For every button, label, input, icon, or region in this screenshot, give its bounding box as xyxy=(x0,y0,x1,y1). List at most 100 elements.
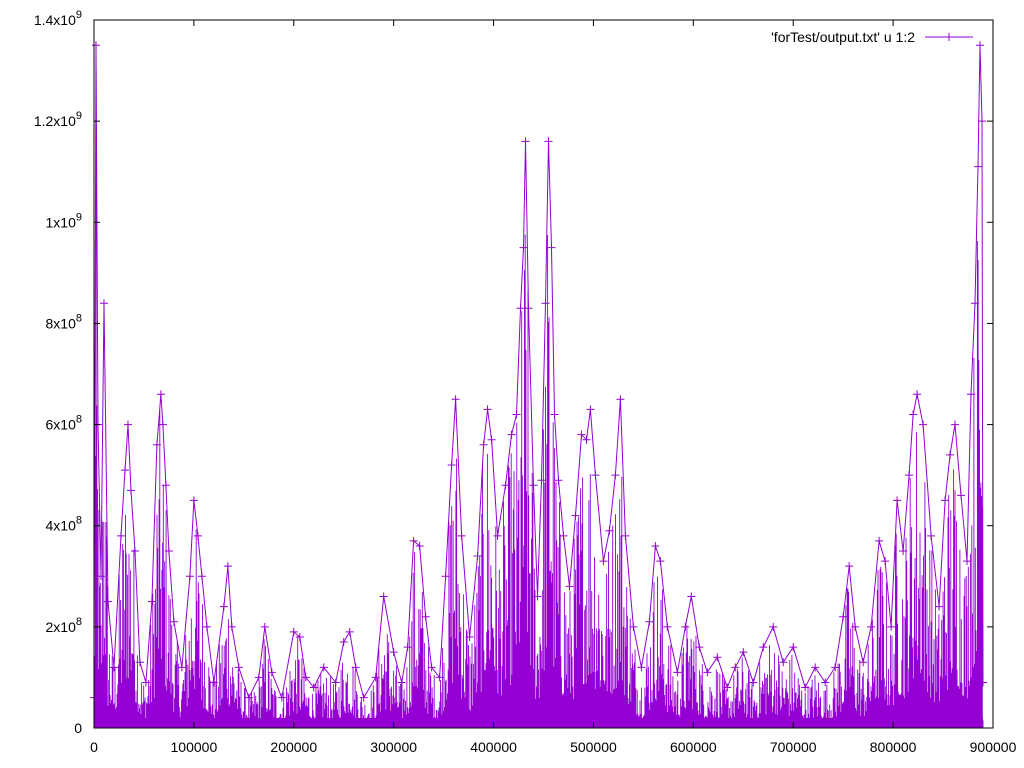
x-tick-label: 100000 xyxy=(171,739,218,755)
data-point xyxy=(681,622,690,631)
data-point xyxy=(135,658,144,667)
data-point xyxy=(202,622,211,631)
data-point xyxy=(963,557,972,566)
data-point xyxy=(739,648,748,657)
data-point xyxy=(473,552,482,561)
data-point xyxy=(309,683,318,692)
data-point xyxy=(177,663,186,672)
data-point xyxy=(554,476,563,485)
data-point xyxy=(244,693,253,702)
data-point xyxy=(979,678,988,687)
data-point xyxy=(447,461,456,470)
data-point xyxy=(457,531,466,540)
x-tick-label: 600000 xyxy=(670,739,717,755)
data-point xyxy=(493,531,502,540)
series-baseline-band xyxy=(94,718,984,728)
data-point xyxy=(483,405,492,414)
data-point xyxy=(913,390,922,399)
data-point xyxy=(867,622,876,631)
data-point xyxy=(161,481,170,490)
data-point xyxy=(769,622,778,631)
data-point xyxy=(859,658,868,667)
data-point xyxy=(599,557,608,566)
data-point xyxy=(260,622,269,631)
data-point xyxy=(821,678,830,687)
data-point xyxy=(295,632,304,641)
data-point xyxy=(905,471,914,480)
series-fill-layer xyxy=(93,68,984,728)
data-point xyxy=(451,395,460,404)
data-point xyxy=(223,562,232,571)
data-point xyxy=(147,597,156,606)
data-point xyxy=(521,137,530,146)
data-point xyxy=(951,420,960,429)
y-axis-ticks: 0 2x108 4x108 6x108 8x108 1x109 1.2x109 1.4x109 xyxy=(34,9,993,736)
series-marker-layer xyxy=(90,41,988,702)
data-point xyxy=(559,531,568,540)
data-point xyxy=(409,536,418,545)
data-point xyxy=(421,612,430,621)
data-point xyxy=(974,162,983,171)
data-point xyxy=(435,673,444,682)
data-point xyxy=(887,622,896,631)
data-point xyxy=(881,557,890,566)
data-point xyxy=(571,511,580,520)
data-point xyxy=(845,562,854,571)
series-texture xyxy=(93,68,984,728)
data-point xyxy=(811,663,820,672)
plot-frame xyxy=(93,19,994,729)
legend-plus-marker xyxy=(945,33,953,41)
data-point xyxy=(487,435,496,444)
data-point xyxy=(103,597,112,606)
data-point xyxy=(978,117,987,126)
data-point xyxy=(801,683,810,692)
x-tick-label: 0 xyxy=(90,739,98,755)
data-point xyxy=(479,440,488,449)
legend-marker-sample xyxy=(945,33,953,41)
data-point xyxy=(919,420,928,429)
data-point xyxy=(673,668,682,677)
data-point xyxy=(831,663,840,672)
data-point xyxy=(967,390,976,399)
y-tick-label: 4x108 xyxy=(46,515,82,534)
data-point xyxy=(749,678,758,687)
data-point xyxy=(611,471,620,480)
data-point xyxy=(663,622,672,631)
legend-label: 'forTest/output.txt' u 1:2 xyxy=(771,29,915,45)
data-point xyxy=(141,678,150,687)
x-tick-label: 400000 xyxy=(470,739,517,755)
data-point xyxy=(565,582,574,591)
data-point xyxy=(209,678,218,687)
data-point xyxy=(516,304,525,313)
data-point xyxy=(277,693,286,702)
data-point xyxy=(971,299,980,308)
data-point xyxy=(645,617,654,626)
data-point xyxy=(789,643,798,652)
data-point xyxy=(935,602,944,611)
y-tick-label: 1.4x109 xyxy=(34,9,82,28)
data-point xyxy=(713,653,722,662)
data-point xyxy=(120,466,129,475)
data-point xyxy=(371,673,380,682)
y-tick-label: 8x108 xyxy=(46,312,82,331)
data-point xyxy=(234,663,243,672)
data-point xyxy=(351,663,360,672)
data-point xyxy=(851,622,860,631)
data-point xyxy=(507,430,516,439)
y-tick-label: 1x109 xyxy=(46,211,82,230)
y-tick-label: 1.2x109 xyxy=(34,110,82,129)
series-line-layer xyxy=(93,45,984,700)
data-point xyxy=(695,643,704,652)
data-point xyxy=(544,137,553,146)
data-point xyxy=(519,243,528,252)
y-tick-label: 6x108 xyxy=(46,414,82,433)
data-point xyxy=(339,638,348,647)
data-point xyxy=(415,541,424,550)
data-point xyxy=(731,663,740,672)
data-point xyxy=(219,602,228,611)
series-line xyxy=(93,45,984,700)
data-point xyxy=(441,572,450,581)
x-axis-ticks: 0 100000 200000 300000 400000 500000 600000 700… xyxy=(90,20,1017,755)
data-point xyxy=(875,536,884,545)
data-point xyxy=(91,41,100,50)
